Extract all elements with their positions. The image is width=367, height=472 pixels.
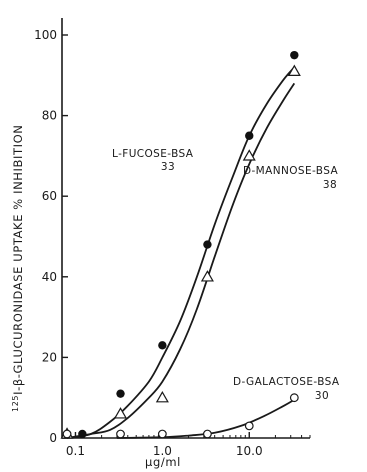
galactose-data-point [244,421,254,431]
fucose-data-point [116,389,125,398]
series-label-fucose: L-FUCOSE-BSA [112,148,194,160]
data-markers [60,50,301,439]
fucose-data-point [290,50,299,60]
fucose-data-point [158,341,167,350]
galactose-data-point [62,429,72,439]
x-tick-label: 10.0 [236,444,263,458]
fucose-data-point [245,131,254,140]
galactose-data-point [203,429,212,439]
y-axis-title-text: I-β-GLUCURONIDASE UPTAKE % INHIBITION [11,125,25,395]
y-tick-label: 40 [42,270,57,284]
fucose-data-point [78,429,87,439]
x-tick-label: 1.0 [153,444,172,458]
ticks: 0 20 40 60 80 100 0.1 1.0 10.0 [34,28,311,458]
mannose-data-point [200,270,214,282]
y-tick-label: 80 [42,109,57,123]
galactose-data-point [116,429,125,439]
series-label-mannose: D-MANNOSE-BSA [243,165,338,177]
mannose-data-point [287,64,301,76]
galactose-data-point [289,393,299,403]
mannose-data-point [155,390,169,403]
axes [61,18,310,439]
y-axis-title: 125I-β-GLUCURONIDASE UPTAKE % INHIBITION [11,125,25,412]
y-tick-label: 60 [42,189,57,203]
fucose-data-point [203,240,212,249]
fucose-fit-curve [66,66,295,439]
series-sub-fucose: 33 [161,161,175,173]
x-axis-title: µg/ml [145,455,181,469]
y-tick-label: 0 [49,431,57,445]
y-tick-label: 20 [42,350,57,364]
mannose-fit-curve [66,82,296,439]
y-tick-label: 100 [34,28,57,42]
mannose-data-point [242,149,256,161]
galactose-data-point [157,429,167,439]
series-sub-galactose: 30 [315,390,329,402]
x-tick-label: 0.1 [66,444,85,458]
mannose-data-point [113,407,128,419]
y-axis-title-superscript: 125 [11,395,20,412]
series-label-galactose: D-GALACTOSE-BSA [233,376,340,388]
series-sub-mannose: 38 [323,179,337,191]
